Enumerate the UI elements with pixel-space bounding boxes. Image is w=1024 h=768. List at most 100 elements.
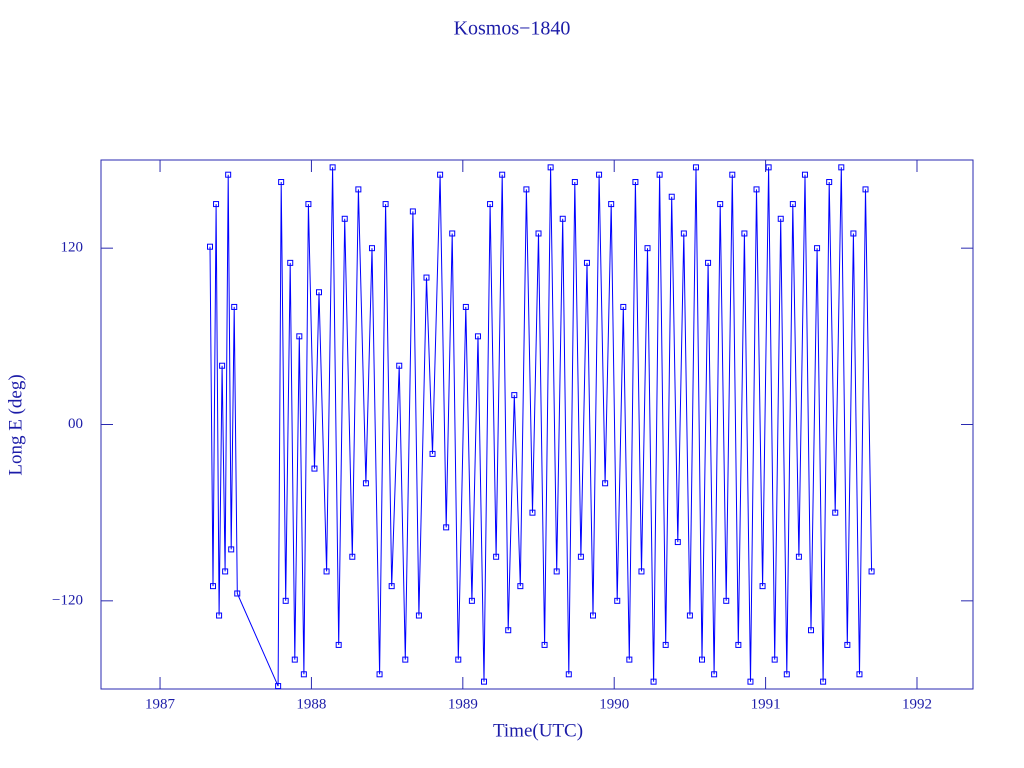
- data-point: [219, 362, 226, 369]
- data-point: [705, 259, 712, 266]
- data-point: [868, 568, 875, 575]
- data-point: [505, 627, 512, 634]
- data-point: [614, 597, 621, 604]
- data-point: [814, 245, 821, 252]
- data-point: [234, 590, 241, 597]
- data-point: [801, 171, 808, 178]
- data-point: [571, 179, 578, 186]
- data-point: [808, 627, 815, 634]
- data-point: [535, 230, 542, 237]
- data-point: [777, 215, 784, 222]
- data-point: [711, 671, 718, 678]
- y-tick-label: 00: [68, 416, 83, 432]
- data-point: [481, 678, 488, 685]
- data-point: [207, 243, 213, 250]
- data-point: [316, 289, 322, 296]
- data-point: [523, 186, 530, 193]
- data-point: [559, 215, 566, 222]
- data-point: [656, 171, 663, 178]
- data-point: [583, 259, 590, 266]
- data-point: [511, 392, 518, 399]
- data-point: [795, 553, 802, 560]
- data-point: [596, 171, 603, 178]
- data-point: [296, 333, 303, 340]
- data-point: [747, 678, 754, 685]
- data-point: [826, 179, 833, 186]
- data-point: [662, 641, 669, 648]
- data-point: [349, 553, 356, 560]
- data-point: [644, 245, 651, 252]
- y-tick-label: 120: [61, 240, 84, 256]
- data-point: [329, 164, 336, 171]
- data-point: [275, 683, 282, 690]
- data-point: [674, 539, 681, 546]
- data-point: [449, 230, 456, 237]
- data-point: [517, 583, 524, 590]
- data-point: [820, 678, 827, 685]
- data-point: [493, 553, 500, 560]
- data-point: [216, 612, 223, 619]
- data-point: [723, 597, 730, 604]
- data-point: [225, 171, 232, 178]
- data-point: [590, 612, 597, 619]
- data-point: [832, 509, 839, 516]
- data-point: [547, 164, 554, 171]
- x-tick-label: 1988: [296, 696, 326, 712]
- data-point: [729, 171, 736, 178]
- data-point: [213, 201, 220, 208]
- data-point: [838, 164, 845, 171]
- data-point: [429, 450, 436, 457]
- data-point: [311, 465, 318, 472]
- data-point: [529, 509, 536, 516]
- data-point: [462, 303, 469, 310]
- data-point: [626, 656, 633, 663]
- data-point: [323, 568, 330, 575]
- data-point: [753, 186, 760, 193]
- data-point: [443, 524, 450, 531]
- data-point: [468, 597, 475, 604]
- data-point: [228, 546, 235, 553]
- data-point: [699, 656, 706, 663]
- data-point: [565, 671, 572, 678]
- data-point: [282, 597, 289, 604]
- data-point: [789, 201, 796, 208]
- data-point: [638, 568, 645, 575]
- data-point: [287, 259, 294, 266]
- data-point: [602, 480, 609, 487]
- data-line: [209, 167, 873, 687]
- data-point: [650, 678, 657, 685]
- data-point: [362, 480, 369, 487]
- data-point: [680, 230, 687, 237]
- x-axis-label: Time(UTC): [493, 720, 583, 741]
- data-point: [341, 215, 348, 222]
- chart-title: Kosmos−1840: [454, 18, 571, 40]
- data-point: [396, 362, 403, 369]
- data-point: [210, 583, 217, 590]
- data-point: [686, 612, 693, 619]
- data-point: [499, 171, 506, 178]
- data-point: [415, 612, 422, 619]
- data-point: [765, 164, 772, 171]
- data-point: [402, 656, 409, 663]
- data-point: [474, 333, 481, 340]
- data-point: [620, 303, 627, 310]
- data-point: [437, 171, 444, 178]
- data-point: [423, 274, 430, 281]
- data-point: [231, 303, 238, 310]
- data-point: [382, 201, 389, 208]
- data-point: [862, 186, 869, 193]
- x-tick-label: 1991: [751, 696, 781, 712]
- data-point: [632, 179, 639, 186]
- data-point: [850, 230, 857, 237]
- y-tick-label: −120: [52, 592, 83, 608]
- data-point: [222, 568, 229, 575]
- data-point: [291, 656, 298, 663]
- data-point: [455, 656, 462, 663]
- data-point: [300, 671, 307, 678]
- data-point: [735, 641, 742, 648]
- data-point: [608, 201, 615, 208]
- x-tick-label: 1992: [902, 696, 932, 712]
- x-tick-label: 1990: [599, 696, 629, 712]
- data-point: [388, 583, 395, 590]
